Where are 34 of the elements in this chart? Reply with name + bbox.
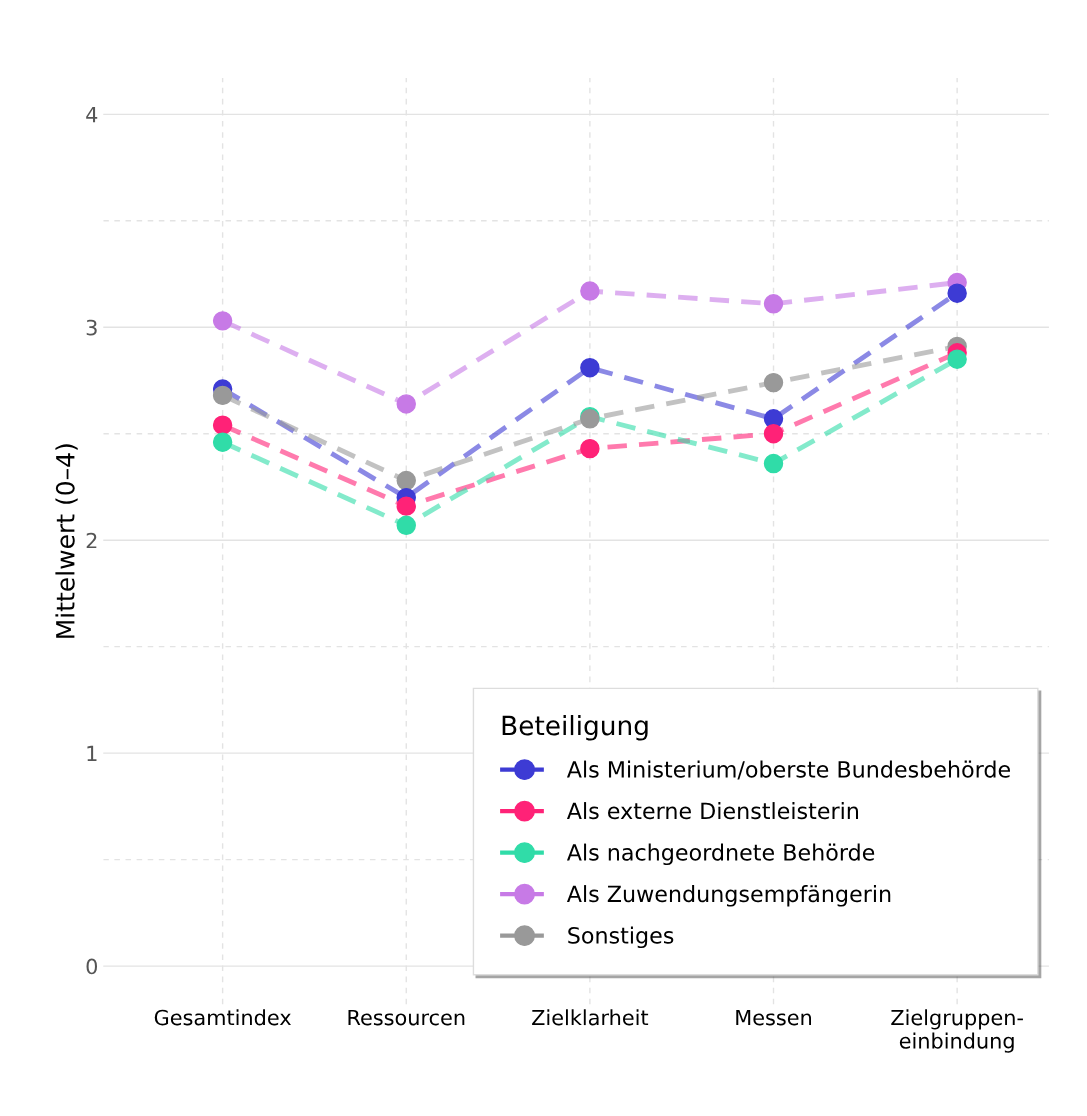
point bbox=[947, 283, 967, 303]
point bbox=[212, 432, 233, 452]
legend-label: Als externe Dienstleisterin bbox=[566, 802, 858, 820]
x-tick-label: Messen bbox=[736, 1009, 811, 1026]
point bbox=[580, 281, 600, 301]
y-axis-title: Mittelwert (0–4) bbox=[55, 444, 78, 638]
x-tick-label: Zielklarheit bbox=[532, 1009, 649, 1026]
x-tick-label: Zielgruppen- einbindung bbox=[891, 1009, 1023, 1053]
y-tick-label: 1 bbox=[87, 745, 97, 762]
point bbox=[947, 349, 967, 369]
point bbox=[763, 453, 784, 474]
y-tick-label: 4 bbox=[86, 107, 98, 123]
legend-label: Sonstiges bbox=[568, 926, 674, 949]
point bbox=[212, 415, 233, 435]
point bbox=[763, 294, 784, 314]
point bbox=[212, 311, 233, 331]
point bbox=[396, 394, 416, 414]
legend-title: Beteiligung bbox=[502, 715, 648, 741]
point bbox=[396, 470, 416, 491]
legend-label: Als Zuwendungsempfängerin bbox=[566, 885, 891, 907]
point bbox=[212, 385, 233, 406]
point bbox=[580, 438, 600, 459]
point bbox=[580, 357, 600, 378]
legend-label: Als nachgeordnete Behörde bbox=[566, 843, 875, 866]
legend-label: Als Ministerium/oberste Bundesbehörde bbox=[566, 760, 1010, 780]
y-tick-label: 2 bbox=[86, 532, 97, 549]
point bbox=[396, 496, 416, 516]
point bbox=[763, 372, 784, 393]
x-tick-label: Ressourcen bbox=[348, 1009, 465, 1026]
y-tick-label: 0 bbox=[86, 958, 98, 975]
point bbox=[396, 515, 416, 536]
x-tick-label: Gesamtindex bbox=[154, 1009, 291, 1026]
point bbox=[763, 424, 784, 444]
y-tick-label: 3 bbox=[86, 319, 97, 336]
